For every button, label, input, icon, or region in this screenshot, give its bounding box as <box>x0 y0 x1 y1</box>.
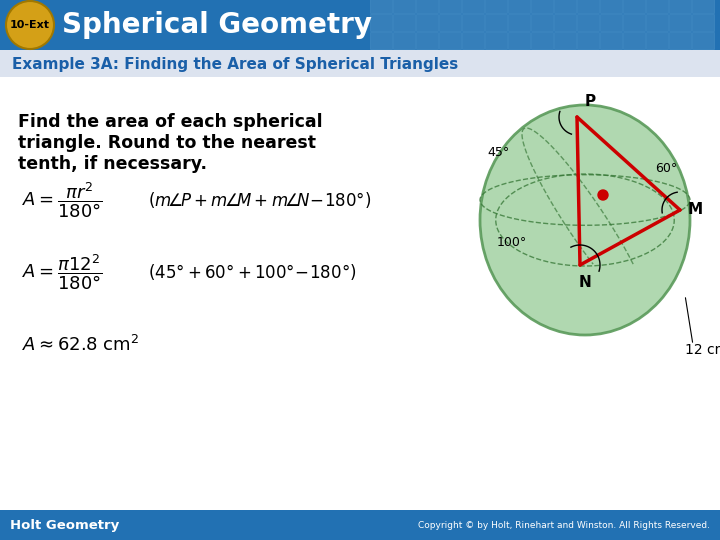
FancyBboxPatch shape <box>623 14 645 31</box>
Text: Example 3A: Finding the Area of Spherical Triangles: Example 3A: Finding the Area of Spherica… <box>12 57 458 71</box>
FancyBboxPatch shape <box>669 0 691 13</box>
FancyBboxPatch shape <box>508 0 530 13</box>
FancyBboxPatch shape <box>508 14 530 31</box>
FancyBboxPatch shape <box>531 0 553 13</box>
FancyBboxPatch shape <box>370 0 392 13</box>
FancyBboxPatch shape <box>692 14 714 31</box>
FancyBboxPatch shape <box>669 14 691 31</box>
FancyBboxPatch shape <box>554 0 576 13</box>
FancyBboxPatch shape <box>393 0 415 13</box>
FancyBboxPatch shape <box>577 14 599 31</box>
Text: Spherical Geometry: Spherical Geometry <box>62 11 372 39</box>
FancyBboxPatch shape <box>370 14 392 31</box>
Text: N: N <box>579 275 591 290</box>
Text: $(45° + 60° + 100°\!-\!180°)$: $(45° + 60° + 100°\!-\!180°)$ <box>148 262 356 282</box>
FancyBboxPatch shape <box>393 14 415 31</box>
FancyBboxPatch shape <box>370 32 392 49</box>
FancyBboxPatch shape <box>439 32 461 49</box>
FancyBboxPatch shape <box>416 32 438 49</box>
FancyBboxPatch shape <box>416 0 438 13</box>
FancyBboxPatch shape <box>531 32 553 49</box>
FancyBboxPatch shape <box>485 0 507 13</box>
FancyBboxPatch shape <box>508 32 530 49</box>
FancyBboxPatch shape <box>577 0 599 13</box>
FancyBboxPatch shape <box>600 14 622 31</box>
Text: Find the area of each spherical: Find the area of each spherical <box>18 113 323 131</box>
FancyBboxPatch shape <box>462 32 484 49</box>
FancyBboxPatch shape <box>416 14 438 31</box>
FancyBboxPatch shape <box>646 0 668 13</box>
Text: $A \approx 62.8\ \mathrm{cm}^2$: $A \approx 62.8\ \mathrm{cm}^2$ <box>22 335 139 355</box>
FancyBboxPatch shape <box>692 32 714 49</box>
Text: Holt Geometry: Holt Geometry <box>10 518 120 531</box>
FancyBboxPatch shape <box>462 14 484 31</box>
Text: triangle. Round to the nearest: triangle. Round to the nearest <box>18 134 316 152</box>
FancyBboxPatch shape <box>600 0 622 13</box>
FancyBboxPatch shape <box>646 14 668 31</box>
FancyBboxPatch shape <box>0 50 720 77</box>
FancyBboxPatch shape <box>623 0 645 13</box>
FancyBboxPatch shape <box>554 32 576 49</box>
Text: Copyright © by Holt, Rinehart and Winston. All Rights Reserved.: Copyright © by Holt, Rinehart and Winsto… <box>418 521 710 530</box>
FancyBboxPatch shape <box>462 0 484 13</box>
Text: 45°: 45° <box>487 145 510 159</box>
FancyBboxPatch shape <box>577 32 599 49</box>
FancyBboxPatch shape <box>0 510 720 540</box>
Text: 60°: 60° <box>655 161 678 174</box>
Text: $A = \dfrac{\pi r^2}{180°}$: $A = \dfrac{\pi r^2}{180°}$ <box>22 180 103 220</box>
FancyBboxPatch shape <box>0 77 720 510</box>
Text: M: M <box>688 202 703 218</box>
Text: tenth, if necessary.: tenth, if necessary. <box>18 155 207 173</box>
Text: 12 cm: 12 cm <box>685 343 720 357</box>
FancyBboxPatch shape <box>531 14 553 31</box>
Text: $(m\!\angle\!P + m\!\angle\!M + m\!\angle\!N\!-\!180°)$: $(m\!\angle\!P + m\!\angle\!M + m\!\angl… <box>148 190 372 210</box>
FancyBboxPatch shape <box>646 32 668 49</box>
Text: $A = \dfrac{\pi 12^2}{180°}$: $A = \dfrac{\pi 12^2}{180°}$ <box>22 252 103 292</box>
FancyBboxPatch shape <box>600 32 622 49</box>
FancyBboxPatch shape <box>554 14 576 31</box>
Text: 100°: 100° <box>497 235 527 248</box>
FancyBboxPatch shape <box>485 14 507 31</box>
FancyBboxPatch shape <box>485 32 507 49</box>
Text: 10-Ext: 10-Ext <box>10 20 50 30</box>
FancyBboxPatch shape <box>0 0 720 50</box>
Text: P: P <box>585 94 596 109</box>
Ellipse shape <box>480 105 690 335</box>
FancyBboxPatch shape <box>692 0 714 13</box>
FancyBboxPatch shape <box>669 32 691 49</box>
FancyBboxPatch shape <box>393 32 415 49</box>
FancyBboxPatch shape <box>439 14 461 31</box>
FancyBboxPatch shape <box>439 0 461 13</box>
Circle shape <box>6 1 54 49</box>
FancyBboxPatch shape <box>623 32 645 49</box>
Circle shape <box>598 190 608 200</box>
